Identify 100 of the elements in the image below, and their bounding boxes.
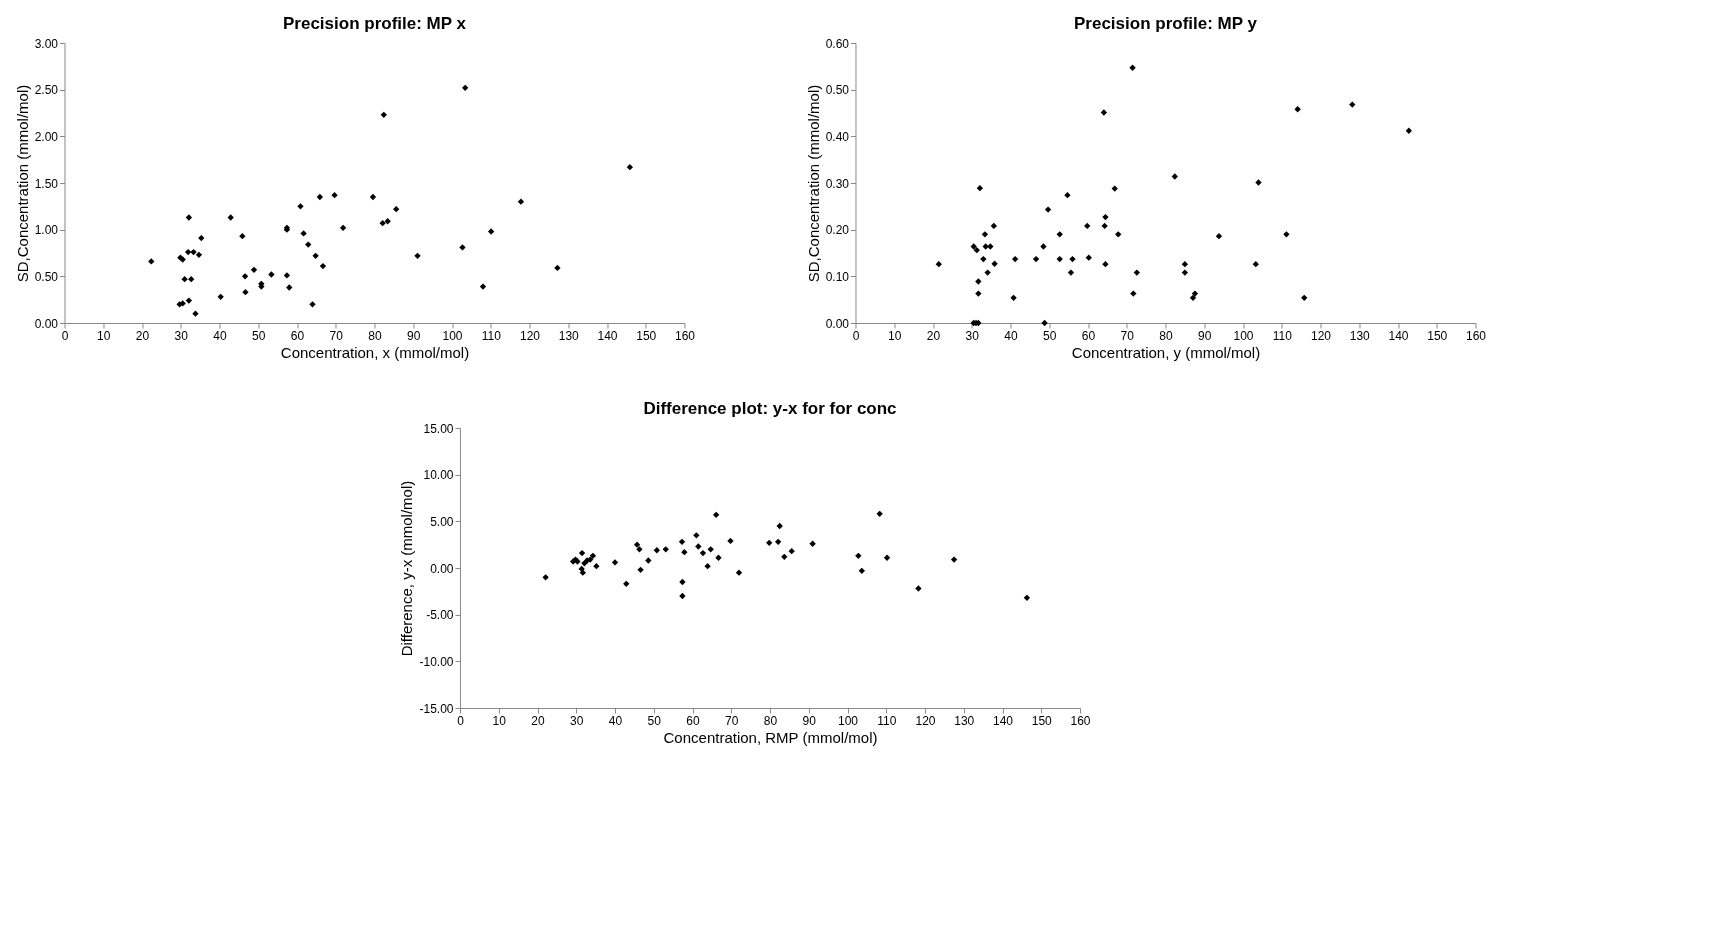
point: [636, 546, 643, 553]
point: [1044, 206, 1052, 213]
x-axis-title: Concentration, RMP (mmol/mol): [663, 728, 878, 746]
point: [1056, 255, 1063, 263]
point: [1056, 231, 1063, 238]
x-tick-label: 50: [1043, 328, 1057, 343]
x-tick-label: 30: [965, 328, 980, 343]
point: [1294, 106, 1301, 113]
x-tick-label: 140: [1388, 328, 1409, 343]
point: [987, 243, 994, 250]
x-tick-label: 100: [442, 328, 463, 343]
x-axis-title: Concentration, y (mmol/mol): [1071, 343, 1261, 361]
x-tick-label: 40: [608, 713, 623, 728]
x-tick-label: 110: [877, 713, 897, 728]
point: [1115, 231, 1122, 238]
point: [1301, 294, 1308, 301]
point: [727, 537, 734, 545]
point: [384, 218, 391, 225]
point: [1252, 261, 1259, 268]
x-tick-label: 0: [61, 328, 69, 343]
x-tick-label: 10: [97, 328, 111, 343]
point: [286, 284, 293, 291]
point: [316, 193, 324, 201]
point: [487, 228, 495, 235]
x-tick-label: 130: [1349, 328, 1371, 343]
point: [542, 574, 549, 581]
chart-title: Difference plot: y-x for for conc: [643, 399, 897, 418]
point: [190, 248, 197, 256]
point: [1255, 179, 1262, 186]
point: [712, 511, 720, 518]
point: [735, 569, 743, 576]
point: [976, 184, 984, 192]
x-tick-label: 40: [1004, 328, 1018, 343]
x-tick-label: 30: [174, 328, 189, 343]
y-tick-label: 0.00: [34, 316, 59, 331]
x-tick-label: 90: [802, 713, 817, 728]
point: [1064, 191, 1071, 199]
point: [980, 255, 987, 263]
point: [858, 567, 865, 574]
point: [198, 234, 205, 242]
point: [192, 310, 199, 317]
point: [517, 198, 525, 205]
chart-title: Precision profile: MP x: [283, 14, 467, 33]
point: [633, 541, 641, 548]
point: [148, 258, 155, 265]
point: [1133, 269, 1140, 276]
point: [699, 549, 707, 557]
point: [1023, 594, 1031, 602]
point: [970, 243, 977, 250]
x-tick-label: 90: [1198, 328, 1212, 343]
point: [915, 585, 922, 592]
x-tick-label: 70: [1120, 328, 1135, 343]
point: [883, 554, 891, 561]
point: [268, 271, 275, 278]
y-axis-title: Difference, y-x (mmol/mol): [398, 480, 416, 657]
point: [297, 203, 304, 210]
y-tick-label: 0.40: [825, 129, 850, 144]
point: [991, 260, 998, 267]
x-tick-label: 50: [252, 328, 266, 343]
point: [593, 562, 600, 570]
point: [781, 553, 788, 560]
x-tick-label: 150: [1031, 713, 1053, 728]
point: [637, 566, 644, 574]
point: [981, 231, 989, 238]
point: [300, 230, 307, 237]
point: [809, 540, 816, 547]
x-tick-label: 150: [1427, 328, 1448, 343]
point: [623, 580, 630, 588]
point: [242, 289, 249, 296]
y-tick-label: 0.20: [825, 223, 850, 238]
point: [1040, 243, 1047, 250]
x-tick-label: 130: [558, 328, 580, 343]
point: [1191, 290, 1199, 297]
point: [1067, 269, 1075, 276]
point: [241, 273, 249, 280]
x-tick-label: 10: [888, 328, 902, 343]
x-tick-label: 90: [407, 328, 421, 343]
point: [181, 275, 188, 283]
point: [217, 293, 224, 301]
point: [380, 111, 387, 119]
x-tick-label: 70: [725, 713, 739, 728]
point: [1111, 185, 1118, 192]
y-axis-title: SD,Concentration (mmol/mol): [804, 84, 822, 283]
y-tick-label: 1.00: [34, 223, 59, 238]
x-tick-label: 100: [837, 713, 859, 728]
y-tick-label: -5.00: [426, 608, 454, 623]
point: [185, 214, 193, 221]
point: [707, 546, 714, 553]
x-tick-label: 60: [290, 328, 305, 343]
x-tick-label: 50: [647, 713, 662, 728]
point: [305, 241, 312, 248]
y-tick-label: 0.30: [825, 176, 850, 191]
x-tick-label: 150: [636, 328, 657, 343]
point: [611, 559, 619, 566]
point: [678, 538, 686, 546]
x-tick-label: 30: [570, 713, 584, 728]
x-tick-label: 130: [954, 713, 975, 728]
point: [1189, 294, 1197, 301]
x-tick-label: 140: [597, 328, 618, 343]
x-tick-label: 120: [519, 328, 541, 343]
